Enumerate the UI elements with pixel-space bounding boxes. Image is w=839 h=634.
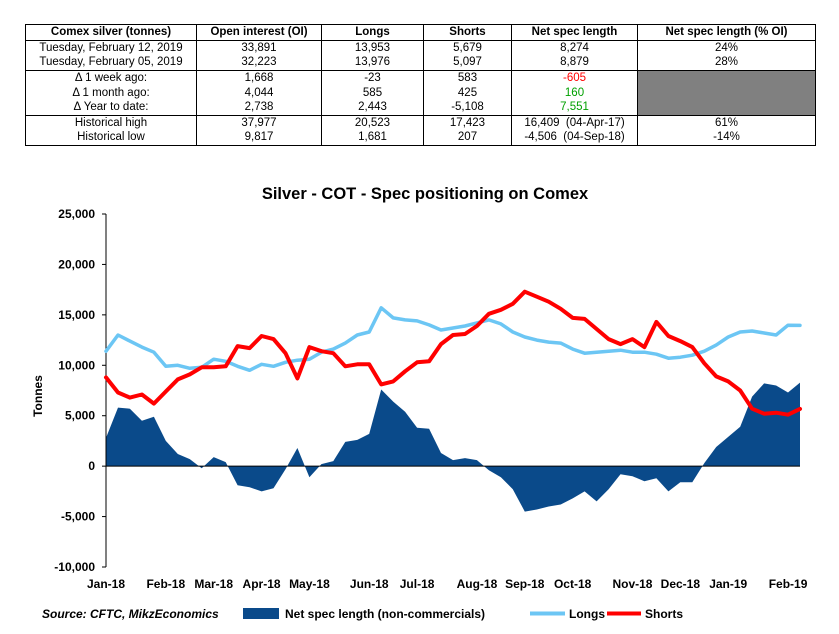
legend-label-shorts: Shorts [645, 607, 683, 621]
row-label: Historical high [25, 114, 197, 131]
y-tick-label: 20,000 [58, 257, 95, 271]
net-spec-area-layer [106, 382, 800, 512]
chart-title: Silver - COT - Spec positioning on Comex [262, 185, 589, 203]
cell-oi: 9,817 [196, 130, 322, 146]
cell-shorts: 425 [423, 85, 512, 100]
cell-oi: 4,044 [196, 85, 322, 100]
cell-net: 8,274 [511, 40, 638, 56]
cell-shorts: 5,097 [423, 55, 512, 71]
table-row: Historical low 9,817 1,681 207 -4,506 (0… [26, 130, 816, 146]
table-row: Tuesday, February 05, 2019 32,223 13,976… [26, 55, 816, 71]
cell-shorts: 207 [423, 130, 512, 146]
row-label: Tuesday, February 12, 2019 [39, 41, 183, 54]
cell-net: 16,409 (04-Apr-17) [511, 114, 638, 131]
y-tick-label: 5,000 [65, 409, 95, 423]
x-tick-label: Sep-18 [505, 577, 545, 591]
table-row: Δ 1 month ago: 4,044 585 425 160 [26, 85, 816, 100]
cell-longs: 2,443 [321, 99, 424, 116]
cell-oi: 33,891 [196, 40, 322, 56]
legend-label-longs: Longs [569, 607, 605, 621]
header-cell: Shorts [423, 24, 512, 41]
net-spec-area [106, 382, 800, 512]
y-axis-label: Tonnes [31, 375, 45, 417]
shaded-cell [637, 69, 816, 116]
x-tick-labels: Jan-18 Feb-18 Mar-18 Apr-18 May-18 Jun-18 Jul-… [87, 577, 808, 591]
cell-shorts: -5,108 [423, 99, 512, 116]
cell-longs: 13,976 [321, 55, 424, 71]
cell-shorts: 17,423 [423, 114, 512, 131]
header-cell: Net spec length [511, 24, 638, 41]
cell-longs: 1,681 [321, 130, 424, 146]
row-label: Δ 1 week ago: [25, 69, 197, 86]
cell-oi: 37,977 [196, 114, 322, 131]
cot-chart: Silver - COT - Spec positioning on Comex… [31, 185, 808, 621]
cell-longs: 13,953 [321, 40, 424, 56]
cell-oi: 2,738 [196, 99, 322, 116]
line-layer [104, 289, 802, 417]
longs-line [104, 306, 802, 373]
x-tick-label: Aug-18 [457, 577, 498, 591]
y-tick-label: 10,000 [58, 358, 95, 372]
cell-pct: 28% [637, 55, 816, 71]
table-row: Tuesday, February 12, 2019 33,891 13,953… [26, 40, 816, 56]
header-cell: Comex silver (tonnes) [25, 24, 197, 41]
table-header-row: Comex silver (tonnes) Open interest (OI)… [25, 24, 816, 41]
x-tick-label: Nov-18 [612, 577, 652, 591]
x-tick-label: Jul-18 [400, 577, 435, 591]
y-tick-label: 15,000 [58, 308, 95, 322]
x-tick-label: Jan-18 [87, 577, 125, 591]
cell-net: 160 [511, 85, 638, 100]
legend-label-net-spec: Net spec length (non-commercials) [285, 607, 485, 621]
y-tick-labels: 25,000 20,000 15,000 10,000 5,000 0 -5,000 -10,… [54, 207, 106, 574]
shorts-line [104, 289, 802, 417]
x-tick-label: Apr-18 [243, 577, 281, 591]
x-tick-label: Jan-19 [709, 577, 747, 591]
x-tick-label: Jun-18 [350, 577, 389, 591]
cell-net: 8,879 [511, 55, 638, 71]
cell-longs: 585 [321, 85, 424, 100]
cell-net: -4,506 (04-Sep-18) [511, 130, 638, 146]
y-tick-label: -5,000 [61, 510, 95, 524]
x-tick-label: Mar-18 [194, 577, 233, 591]
cell-pct: 61% [637, 114, 816, 131]
x-tick-label: Oct-18 [554, 577, 592, 591]
cell-shorts: 5,679 [423, 40, 512, 56]
header-cell: Longs [321, 24, 424, 41]
row-label: Δ Year to date: [73, 101, 149, 114]
cell-longs: 20,523 [321, 114, 424, 131]
cell-oi: 32,223 [196, 55, 322, 71]
table-row: Historical high 37,977 20,523 17,423 16,… [25, 114, 816, 131]
cell-pct: 24% [637, 40, 816, 56]
y-tick-label: -10,000 [54, 560, 95, 574]
header-cell: Net spec length (% OI) [637, 24, 816, 41]
legend: Net spec length (non-commercials) Longs … [243, 607, 683, 621]
cell-net: -605 [511, 69, 638, 86]
legend-swatch-net-spec [243, 608, 279, 619]
row-label: Historical low [77, 131, 145, 144]
cell-oi: 1,668 [196, 69, 322, 86]
table-row: Δ 1 week ago: 1,668 -23 583 -605 [25, 69, 816, 116]
source-note: Source: CFTC, MikzEconomics [42, 607, 219, 621]
row-label: Δ 1 month ago: [72, 86, 150, 99]
x-tick-label: Dec-18 [661, 577, 701, 591]
table-row: Δ Year to date: 2,738 2,443 -5,108 7,551 [26, 99, 816, 116]
row-label: Tuesday, February 05, 2019 [39, 56, 183, 69]
cell-shorts: 583 [423, 69, 512, 86]
x-tick-label: Feb-19 [769, 577, 808, 591]
cell-longs: -23 [321, 69, 424, 86]
cot-summary-table: Comex silver (tonnes) Open interest (OI)… [25, 24, 816, 146]
cell-net: 7,551 [511, 99, 638, 116]
y-tick-label: 25,000 [58, 207, 95, 221]
x-tick-label: May-18 [289, 577, 330, 591]
cell-pct: -14% [637, 130, 816, 146]
header-cell: Open interest (OI) [196, 24, 322, 41]
y-tick-label: 0 [88, 459, 95, 473]
x-tick-label: Feb-18 [146, 577, 185, 591]
